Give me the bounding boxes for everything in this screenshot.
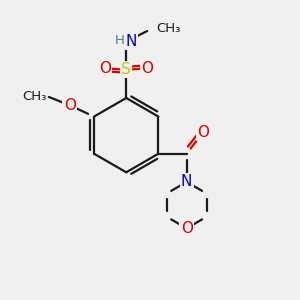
Text: N: N (126, 34, 137, 49)
Text: H: H (115, 34, 124, 46)
Text: CH₃: CH₃ (22, 90, 46, 104)
Text: CH₃: CH₃ (157, 22, 181, 34)
Text: O: O (99, 61, 111, 76)
Text: N: N (181, 175, 192, 190)
Text: S: S (121, 62, 131, 77)
Text: O: O (64, 98, 76, 113)
Text: O: O (197, 125, 209, 140)
Text: N: N (181, 175, 192, 190)
Text: O: O (142, 61, 154, 76)
Text: O: O (181, 221, 193, 236)
